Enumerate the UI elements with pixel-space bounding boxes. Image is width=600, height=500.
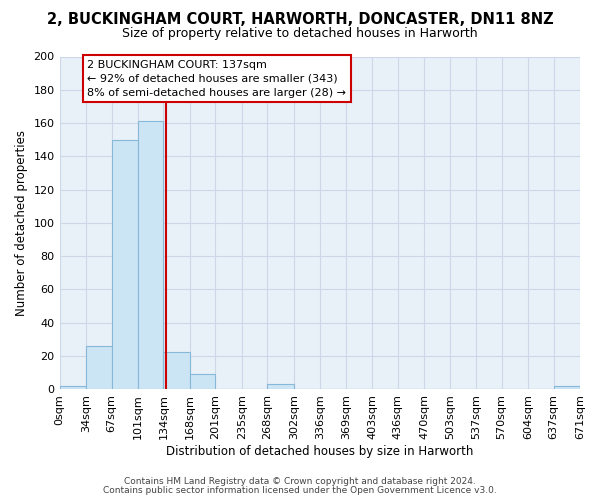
Bar	[268, 384, 294, 389]
Bar	[163, 352, 190, 389]
X-axis label: Distribution of detached houses by size in Harworth: Distribution of detached houses by size …	[166, 444, 473, 458]
Text: 2 BUCKINGHAM COURT: 137sqm
← 92% of detached houses are smaller (343)
8% of semi: 2 BUCKINGHAM COURT: 137sqm ← 92% of deta…	[88, 60, 346, 98]
Bar	[190, 374, 215, 389]
Text: 2, BUCKINGHAM COURT, HARWORTH, DONCASTER, DN11 8NZ: 2, BUCKINGHAM COURT, HARWORTH, DONCASTER…	[47, 12, 553, 28]
Y-axis label: Number of detached properties: Number of detached properties	[15, 130, 28, 316]
Text: Contains public sector information licensed under the Open Government Licence v3: Contains public sector information licen…	[103, 486, 497, 495]
Bar	[86, 346, 112, 389]
Bar	[138, 122, 163, 389]
Text: Contains HM Land Registry data © Crown copyright and database right 2024.: Contains HM Land Registry data © Crown c…	[124, 477, 476, 486]
Bar	[554, 386, 580, 389]
Bar	[112, 140, 138, 389]
Text: Size of property relative to detached houses in Harworth: Size of property relative to detached ho…	[122, 28, 478, 40]
Bar	[59, 386, 86, 389]
